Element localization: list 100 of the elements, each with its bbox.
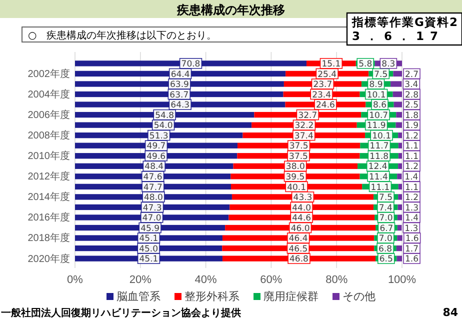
- data-label: 1.6: [405, 234, 419, 244]
- data-label: 1.9: [405, 121, 419, 132]
- data-label: 47.7: [144, 182, 162, 193]
- text: 一般社団法人回復期リハビリテーション協会より提供: [1, 307, 241, 319]
- legend-label: 脳血管系: [116, 290, 160, 303]
- y-tick-label: 2010年度: [28, 150, 70, 162]
- data-label: 47.6: [143, 172, 162, 183]
- data-label: 40.1: [287, 182, 306, 193]
- data-label: 37.5: [289, 142, 308, 152]
- data-label: 15.1: [322, 60, 341, 70]
- x-tick-label: 100%: [388, 274, 416, 286]
- data-label: 44.6: [292, 214, 312, 224]
- x-tick-label: 0%: [67, 274, 84, 286]
- data-label: 11.7: [370, 142, 389, 152]
- y-tick-label: 2018年度: [28, 232, 70, 244]
- data-label: 47.3: [142, 203, 162, 214]
- data-label: 8.9: [369, 80, 383, 90]
- x-tick-label: 20%: [129, 274, 152, 286]
- data-label: 54.8: [155, 110, 174, 121]
- legend-label: 整形外科系: [184, 290, 240, 303]
- y-tick-label: 2002年度: [28, 68, 70, 80]
- data-label: 1.1: [405, 152, 419, 162]
- data-label: 1.3: [405, 203, 419, 214]
- data-label: 6.5: [379, 254, 393, 265]
- legend-label: その他: [342, 290, 376, 303]
- y-tick-label: 2008年度: [28, 130, 70, 142]
- data-label: 11.1: [370, 182, 390, 193]
- data-label: 45.0: [139, 244, 158, 254]
- data-label: 38.0: [286, 162, 305, 172]
- data-label: 1.2: [405, 162, 419, 172]
- y-tick-label: 2020年度: [28, 252, 70, 265]
- data-label: 46.5: [288, 244, 308, 254]
- data-label: 2.8: [405, 90, 419, 100]
- data-label: 43.3: [293, 193, 312, 204]
- data-label: 23.4: [312, 90, 332, 100]
- data-label: 49.7: [146, 142, 166, 152]
- data-label: 10.1: [366, 90, 386, 100]
- data-label: 63.7: [170, 90, 189, 100]
- data-label: 49.6: [146, 152, 166, 162]
- data-label: 1.2: [405, 193, 419, 204]
- data-label: 70.8: [181, 60, 200, 70]
- data-label: 46.0: [290, 224, 310, 234]
- data-label: 1.1: [405, 142, 419, 152]
- y-tick-label: 2006年度: [28, 108, 70, 121]
- data-label: 11.9: [366, 121, 386, 132]
- data-label: 23.7: [313, 80, 332, 90]
- data-label: 10.1: [372, 131, 392, 142]
- data-label: 10.7: [369, 110, 388, 121]
- y-tick-label: 2014年度: [28, 191, 70, 204]
- data-label: 3.4: [404, 80, 418, 90]
- data-label: 7.4: [378, 203, 392, 214]
- data-label: 45.1: [139, 254, 158, 265]
- data-label: 54.0: [154, 121, 173, 132]
- data-label: 32.2: [294, 121, 314, 132]
- data-label: 7.5: [374, 70, 388, 80]
- data-label: 1.6: [405, 254, 419, 265]
- data-label: 24.6: [316, 100, 335, 111]
- data-label: 2.7: [405, 70, 419, 80]
- data-label: 1.8: [405, 110, 419, 121]
- data-label: 48.0: [144, 193, 163, 204]
- data-label: 37.5: [289, 152, 308, 162]
- data-label: 1.4: [404, 172, 418, 183]
- data-label: 25.4: [318, 70, 337, 80]
- data-label: 1.7: [405, 244, 419, 254]
- data-label: 46.4: [288, 234, 308, 244]
- data-label: 51.3: [149, 131, 168, 142]
- data-label: 6.8: [378, 244, 392, 254]
- data-label: 1.2: [405, 131, 419, 142]
- data-label: 44.0: [292, 203, 312, 214]
- data-label: 39.5: [286, 172, 305, 183]
- data-label: 1.1: [405, 182, 419, 193]
- data-label: 7.0: [379, 214, 393, 224]
- y-tick-label: 2004年度: [28, 88, 70, 100]
- legend-label: 廃用症候群: [264, 290, 318, 303]
- x-tick-label: 80%: [326, 274, 348, 286]
- data-label: 48.4: [144, 162, 164, 172]
- data-label: 11.4: [368, 172, 388, 183]
- data-label: 45.9: [140, 224, 160, 234]
- data-label: 64.4: [170, 70, 190, 80]
- chart-subtitle: ○ 疾患構成の年次推移は以下のとおり。: [28, 30, 217, 42]
- data-label: 12.4: [368, 162, 388, 172]
- x-tick-label: 60%: [260, 274, 282, 286]
- text: 84: [442, 306, 458, 319]
- text: 指標等作業G資料2 3．6．17: [351, 15, 458, 43]
- data-label: 8.3: [382, 60, 396, 70]
- data-label: 7.0: [378, 234, 392, 244]
- data-label: 11.8: [370, 152, 389, 162]
- data-label: 8.6: [373, 100, 387, 111]
- data-label: 64.3: [170, 100, 190, 111]
- data-label: 46.8: [290, 254, 308, 265]
- data-label: 32.7: [298, 110, 318, 121]
- data-label: 47.0: [142, 214, 162, 224]
- y-tick-label: 2012年度: [28, 170, 70, 183]
- data-label: 6.7: [380, 224, 394, 234]
- data-label: 5.8: [358, 60, 372, 70]
- chart-title: 疾患構成の年次推移: [176, 3, 285, 17]
- data-label: 1.3: [404, 224, 418, 234]
- data-label: 2.5: [405, 100, 419, 111]
- x-tick-label: 40%: [194, 274, 218, 286]
- data-label: 45.1: [139, 234, 158, 244]
